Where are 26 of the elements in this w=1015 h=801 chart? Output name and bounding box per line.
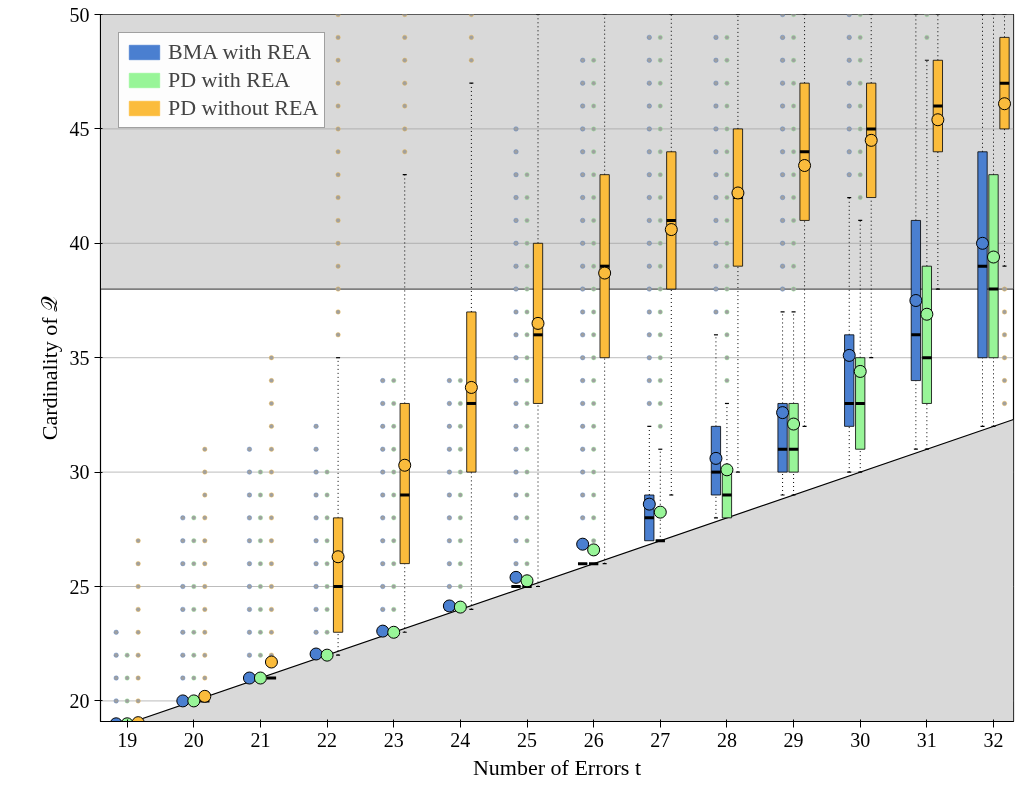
y-tick-label: 40 — [69, 232, 90, 255]
x-axis-title: Number of Errors t — [473, 754, 642, 780]
x-tick-label: 29 — [783, 728, 804, 751]
x-tick-label: 20 — [183, 728, 204, 751]
y-tick-label: 30 — [69, 461, 90, 484]
x-tick-label: 31 — [916, 728, 937, 751]
x-tick-label: 19 — [117, 728, 138, 751]
y-tick-label: 45 — [69, 117, 90, 140]
x-tick-label: 28 — [716, 728, 737, 751]
y-tick-label: 25 — [69, 575, 90, 598]
x-tick-label: 21 — [250, 728, 271, 751]
y-axis-title: Cardinality of 𝒬 — [36, 295, 62, 441]
x-tick-label: 25 — [517, 728, 538, 751]
x-tick-label: 24 — [450, 728, 471, 751]
y-tick-label: 50 — [69, 3, 90, 26]
x-tick-label: 23 — [383, 728, 404, 751]
legend-label: PD with REA — [168, 67, 291, 93]
legend-label: PD without REA — [168, 95, 319, 121]
y-tick-label: 35 — [69, 346, 90, 369]
x-tick-label: 27 — [650, 728, 671, 751]
x-tick-label: 30 — [850, 728, 871, 751]
legend-label: BMA with REA — [168, 39, 312, 65]
x-tick-label: 32 — [983, 728, 1004, 751]
x-tick-label: 26 — [583, 728, 604, 751]
y-tick-label: 20 — [69, 689, 90, 712]
x-tick-label: 22 — [317, 728, 338, 751]
